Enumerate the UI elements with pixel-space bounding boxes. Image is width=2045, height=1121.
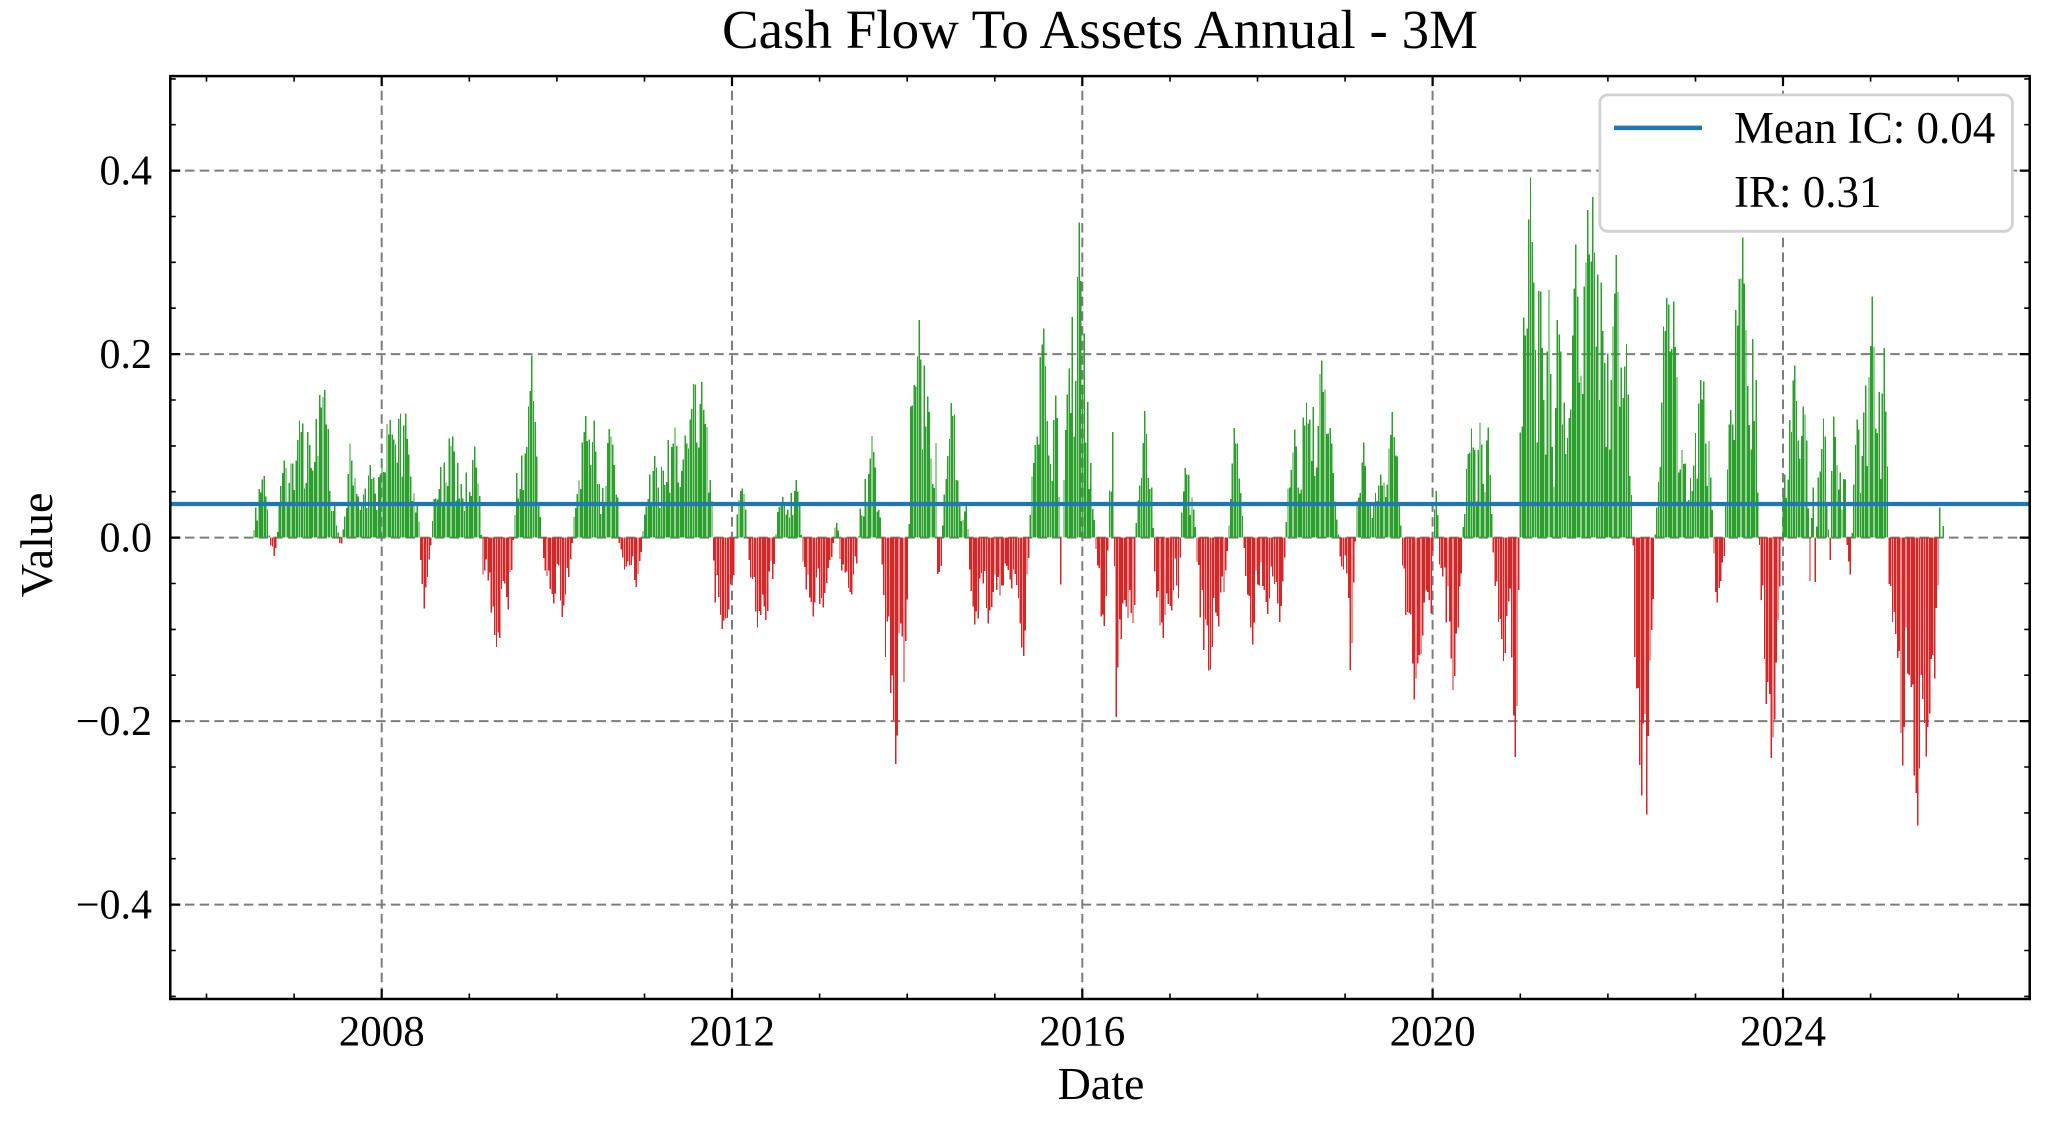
svg-text:2020: 2020 — [1390, 1009, 1476, 1056]
svg-text:−0.2: −0.2 — [76, 699, 152, 745]
svg-text:2024: 2024 — [1740, 1009, 1826, 1056]
svg-text:−0.4: −0.4 — [76, 882, 152, 928]
svg-text:2016: 2016 — [1039, 1009, 1125, 1056]
svg-text:Date: Date — [1058, 1058, 1145, 1109]
svg-text:0.2: 0.2 — [100, 332, 153, 378]
svg-text:0.0: 0.0 — [100, 515, 153, 561]
svg-text:Cash Flow To Assets Annual - 3: Cash Flow To Assets Annual - 3M — [722, 0, 1478, 60]
svg-text:Value: Value — [11, 493, 62, 598]
svg-text:2012: 2012 — [689, 1009, 775, 1056]
svg-text:0.4: 0.4 — [100, 148, 153, 194]
svg-text:2008: 2008 — [339, 1009, 425, 1056]
svg-text:IR: 0.31: IR: 0.31 — [1734, 167, 1882, 217]
svg-text:Mean IC: 0.04: Mean IC: 0.04 — [1734, 103, 1995, 153]
